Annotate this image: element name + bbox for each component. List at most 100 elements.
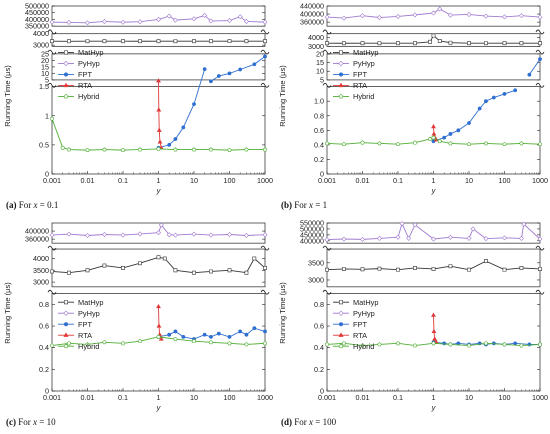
x-tick-label: 10 xyxy=(190,176,198,185)
legend-label: FPT xyxy=(353,70,367,79)
data-point xyxy=(49,116,55,121)
data-point xyxy=(477,106,482,111)
data-point xyxy=(84,20,91,26)
data-point xyxy=(442,135,447,140)
legend-marker xyxy=(338,310,344,316)
data-point xyxy=(360,343,365,348)
data-point xyxy=(192,102,196,106)
data-point xyxy=(527,72,532,77)
y-tick-label: 0.2 xyxy=(314,365,324,374)
data-point xyxy=(156,334,161,339)
data-point xyxy=(538,41,542,46)
data-point xyxy=(155,16,162,22)
data-point xyxy=(181,125,186,130)
data-point xyxy=(412,222,418,228)
legend-label: MatHyp xyxy=(353,298,378,307)
data-point xyxy=(448,40,453,45)
y-axis-label: Running Time (μs) xyxy=(3,282,12,344)
data-point xyxy=(208,339,214,345)
caption-label: (c) xyxy=(6,417,16,427)
data-point xyxy=(342,267,346,271)
data-point xyxy=(342,41,346,46)
data-point xyxy=(252,62,257,67)
data-point xyxy=(447,234,453,240)
series-pyhyp xyxy=(49,222,268,239)
x-tick-label: 1000 xyxy=(532,393,548,402)
data-point xyxy=(262,19,268,25)
series-hybrid xyxy=(49,334,268,348)
data-point xyxy=(360,41,365,46)
data-point xyxy=(491,95,496,100)
data-point xyxy=(173,137,178,141)
y-tick-label: 0.4 xyxy=(314,343,324,352)
data-point xyxy=(430,10,437,16)
axis-break-mark xyxy=(535,245,545,251)
y-tick-label: 3000 xyxy=(308,42,324,51)
data-point xyxy=(484,99,488,104)
data-point xyxy=(395,341,401,346)
caption-variable: x xyxy=(309,417,314,427)
data-point xyxy=(341,236,347,242)
caption-equals: = xyxy=(313,417,323,427)
data-point xyxy=(502,267,507,272)
data-point xyxy=(227,341,232,346)
data-point xyxy=(209,79,213,84)
data-point xyxy=(341,141,347,147)
x-tick-label: 1 xyxy=(432,176,436,185)
data-point xyxy=(202,12,208,18)
data-point xyxy=(324,342,330,347)
y-tick-label: 10 xyxy=(41,69,49,78)
data-point xyxy=(519,41,524,46)
data-point xyxy=(376,14,382,20)
y-tick-label: 5 xyxy=(45,75,49,84)
series-pyhyp xyxy=(324,221,543,243)
data-point xyxy=(518,235,524,241)
y-tick-label: 20 xyxy=(41,56,49,65)
y-tick-label: 0.6 xyxy=(39,322,49,331)
axis-break-mark xyxy=(260,49,270,55)
data-point xyxy=(377,141,382,146)
y-tick-label: 400000 xyxy=(300,10,324,19)
x-tick-label: 1 xyxy=(157,393,161,402)
legend-marker xyxy=(338,332,344,337)
data-point xyxy=(360,140,365,145)
data-point xyxy=(49,232,55,238)
x-tick-label: 1 xyxy=(157,176,161,185)
y-tick-label: 0.8 xyxy=(314,111,324,120)
data-point xyxy=(166,13,172,19)
data-point xyxy=(173,39,178,44)
data-point xyxy=(413,266,417,270)
y-tick-label: 3500 xyxy=(33,266,49,275)
data-point xyxy=(324,237,330,243)
data-point xyxy=(244,342,249,347)
data-point xyxy=(430,236,437,242)
y-tick-label: 0.4 xyxy=(39,343,49,352)
data-point xyxy=(431,135,436,140)
legend-label: MatHyp xyxy=(353,48,378,57)
data-point xyxy=(67,39,71,44)
axis-break-mark xyxy=(260,29,270,35)
y-tick-label: 15 xyxy=(316,58,324,67)
data-point xyxy=(538,57,542,61)
axis-break-mark xyxy=(47,49,57,55)
y-tick-label: 400000 xyxy=(25,15,49,24)
series-mathyp xyxy=(50,39,267,44)
legend-marker xyxy=(339,300,343,305)
data-point xyxy=(156,127,162,132)
y-tick-label: 0.8 xyxy=(39,300,49,309)
x-tick-label: 100 xyxy=(224,176,236,185)
series-rta xyxy=(431,312,439,344)
y-tick-label: 440000 xyxy=(300,2,324,11)
data-point xyxy=(227,268,232,273)
y-tick-label: 4000 xyxy=(308,33,324,42)
data-point xyxy=(252,256,257,261)
data-point xyxy=(448,342,453,347)
y-axis-label: Running Time (μs) xyxy=(278,282,287,344)
chart-panel-3: 360000 400000 3000 3500 4000 0 0.2 0.4 0.6 0.8 0.0… xyxy=(0,217,275,434)
data-point xyxy=(85,268,90,273)
data-point xyxy=(428,39,432,44)
y-tick-label: 0.2 xyxy=(314,155,324,164)
data-point xyxy=(341,341,347,346)
